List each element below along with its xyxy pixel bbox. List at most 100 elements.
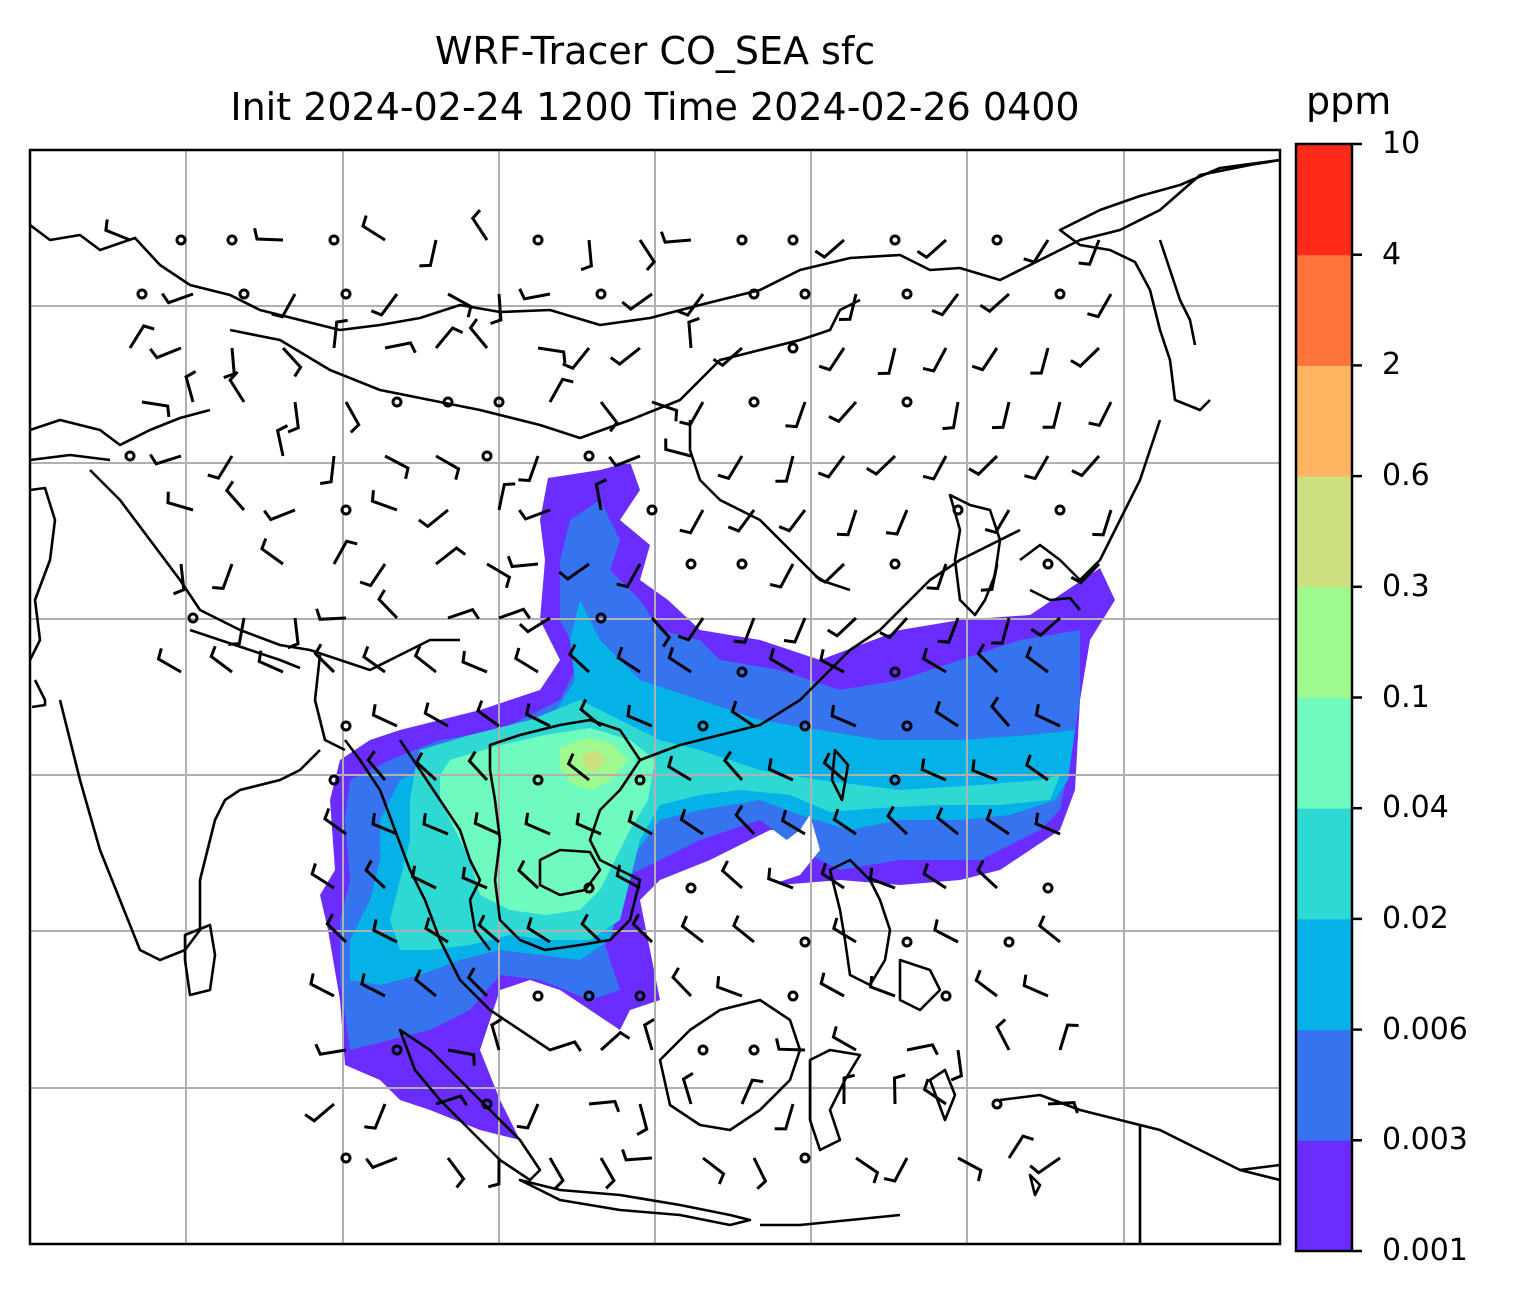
- wind-barb: [677, 617, 705, 642]
- calm-wind-marker: [697, 720, 709, 732]
- wind-barb: [819, 648, 845, 674]
- calm-wind-marker: [391, 1044, 403, 1056]
- calm-wind-marker: [736, 234, 748, 246]
- wind-barb: [1088, 401, 1113, 428]
- wind-barb: [1037, 915, 1061, 944]
- wind-barb: [487, 1157, 501, 1189]
- wind-barb: [980, 563, 999, 592]
- wind-barb: [826, 616, 858, 638]
- wind-barb: [156, 648, 182, 674]
- wind-barb: [314, 1043, 347, 1056]
- wind-barb: [815, 562, 846, 584]
- wind-barb: [971, 347, 999, 372]
- wind-barb: [447, 1048, 476, 1066]
- calm-wind-marker: [799, 936, 811, 948]
- wind-barb: [315, 608, 347, 621]
- wind-barb: [922, 862, 947, 890]
- wind-barb: [370, 490, 398, 512]
- wind-barb: [879, 617, 909, 640]
- wind-barb: [950, 1049, 964, 1082]
- wind-barb: [664, 438, 692, 458]
- wind-barb: [524, 812, 551, 836]
- wind-barb: [566, 753, 590, 782]
- wind-barb: [212, 563, 234, 590]
- colorbar-unit-label: ppm: [1306, 79, 1392, 123]
- wind-barb: [937, 617, 960, 644]
- calm-wind-marker: [940, 990, 952, 1002]
- wind-barb: [679, 401, 705, 427]
- calm-wind-marker: [901, 936, 913, 948]
- calm-wind-marker: [1003, 936, 1015, 948]
- wind-barb: [364, 859, 387, 890]
- wind-barb: [466, 967, 489, 998]
- wind-barb: [720, 860, 743, 890]
- colorbar-tick-label: 10: [1382, 126, 1421, 161]
- wind-barb: [916, 238, 947, 260]
- wind-barb: [680, 915, 704, 944]
- wind-barb: [128, 324, 155, 349]
- wind-barb: [651, 400, 679, 422]
- wind-barb: [1034, 812, 1061, 836]
- wind-barb: [780, 809, 806, 836]
- calm-wind-marker: [787, 342, 799, 354]
- wind-barb: [734, 804, 756, 836]
- wind-barb: [767, 867, 794, 890]
- wind-barb: [995, 1018, 1011, 1051]
- wind-barb: [971, 759, 998, 782]
- calm-wind-marker: [532, 774, 544, 786]
- calm-wind-marker: [889, 558, 901, 570]
- wind-barb: [344, 401, 361, 434]
- wind-barb: [877, 347, 897, 375]
- wind-barb: [526, 917, 551, 944]
- calm-wind-marker: [991, 1098, 1003, 1110]
- wind-barb: [518, 288, 551, 301]
- wind-barb: [253, 227, 284, 242]
- wind-barb: [1078, 239, 1101, 266]
- calm-wind-marker: [124, 450, 136, 462]
- wind-barb: [228, 370, 246, 403]
- wind-barb: [447, 607, 480, 620]
- wind-barb: [679, 808, 704, 836]
- colorbar-tick-label: 0.3: [1382, 568, 1430, 604]
- wind-barb: [727, 509, 756, 533]
- wind-barb: [599, 401, 619, 433]
- map-title: WRF-Tracer CO_SEA sfc: [434, 29, 876, 73]
- calm-wind-marker: [583, 450, 595, 462]
- wind-barb: [1024, 754, 1049, 782]
- wind-barb: [319, 455, 336, 485]
- wind-barb: [419, 239, 438, 268]
- wind-barb: [752, 1157, 768, 1190]
- wind-barb: [410, 865, 437, 890]
- colorbar-tick-label: 0.006: [1382, 1011, 1468, 1047]
- wind-barb: [514, 647, 539, 674]
- wind-barb: [172, 563, 186, 596]
- wind-barb: [149, 453, 182, 466]
- colorbar-segment: [1296, 697, 1352, 809]
- wind-barb: [372, 919, 398, 944]
- calm-wind-marker: [583, 882, 595, 894]
- calm-wind-marker: [532, 990, 544, 1002]
- wind-barb: [384, 454, 410, 480]
- wind-barb: [855, 1156, 880, 1184]
- calm-wind-marker: [685, 558, 697, 570]
- calm-wind-marker: [1054, 504, 1066, 516]
- colorbar-segment: [1296, 808, 1352, 920]
- wind-barb: [832, 917, 857, 944]
- colorbar-tick-label: 0.04: [1382, 790, 1449, 826]
- calm-wind-marker: [799, 720, 811, 732]
- wind-barb: [1092, 509, 1113, 537]
- colorbar-tick-label: 0.1: [1382, 679, 1430, 715]
- wind-barb: [413, 968, 437, 998]
- wind-barb: [1042, 401, 1062, 429]
- calm-wind-marker: [697, 1044, 709, 1056]
- wind-barb: [934, 700, 959, 728]
- wind-barb: [599, 1030, 631, 1052]
- calm-wind-marker: [889, 666, 901, 678]
- colorbar-segment: [1296, 1140, 1352, 1252]
- wind-barb: [446, 1157, 466, 1189]
- wind-barb: [976, 859, 999, 890]
- wind-barb: [681, 1072, 694, 1105]
- colorbar-segment: [1296, 586, 1352, 698]
- wind-barb: [1047, 1101, 1079, 1114]
- wind-barb: [666, 755, 692, 782]
